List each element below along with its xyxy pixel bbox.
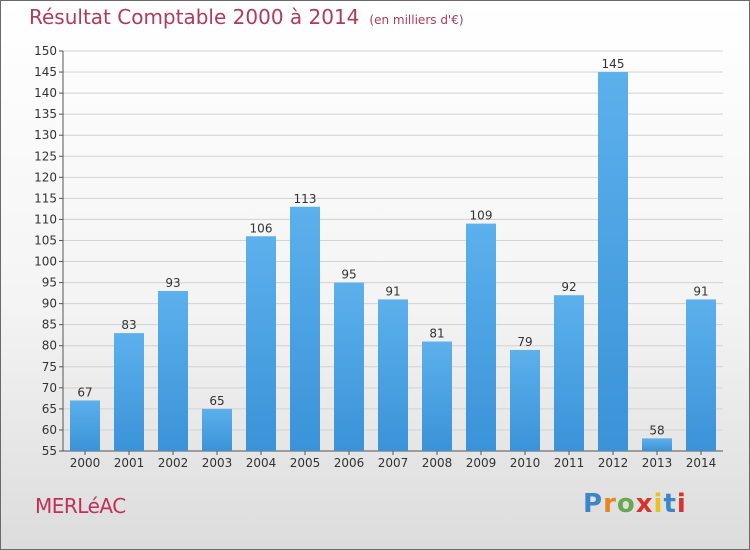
- x-tick-label: 2007: [378, 456, 409, 470]
- bar-value-label: 113: [294, 192, 317, 206]
- chart-subtitle: (en milliers d'€): [369, 13, 464, 27]
- y-tick-label: 150: [34, 44, 57, 58]
- y-tick-label: 105: [34, 233, 57, 247]
- bar-value-label: 65: [209, 394, 224, 408]
- bar: [114, 333, 144, 451]
- logo-letter: P: [583, 489, 604, 519]
- x-tick-label: 2004: [246, 456, 277, 470]
- bar-value-label: 93: [165, 276, 180, 290]
- bar: [202, 408, 232, 451]
- x-tick-label: 2011: [554, 456, 585, 470]
- bar-value-label: 79: [517, 335, 532, 349]
- y-tick-label: 65: [42, 402, 57, 416]
- bar: [334, 282, 364, 451]
- y-tick-label: 60: [42, 423, 57, 437]
- logo-letter: i: [676, 489, 687, 519]
- x-tick-label: 2013: [642, 456, 673, 470]
- x-tick-label: 2003: [202, 456, 233, 470]
- bar: [686, 299, 716, 451]
- y-tick-label: 75: [42, 360, 57, 374]
- y-tick-label: 55: [42, 444, 57, 458]
- x-tick-label: 2008: [422, 456, 453, 470]
- bar: [642, 438, 672, 451]
- y-tick-label: 125: [34, 149, 57, 163]
- x-tick-label: 2014: [686, 456, 717, 470]
- bar: [510, 349, 540, 451]
- bar-value-label: 95: [341, 268, 356, 282]
- x-tick-label: 2000: [70, 456, 101, 470]
- x-tick-label: 2006: [334, 456, 365, 470]
- logo-letter: t: [663, 489, 677, 519]
- bar-value-label: 91: [385, 284, 400, 298]
- bar-value-label: 83: [121, 318, 136, 332]
- bar-value-label: 91: [693, 284, 708, 298]
- x-tick-label: 2001: [114, 456, 145, 470]
- bar-value-label: 67: [77, 385, 92, 399]
- bar-value-label: 58: [649, 423, 664, 437]
- y-tick-label: 100: [34, 255, 57, 269]
- y-tick-label: 135: [34, 107, 57, 121]
- logo-letter: x: [635, 489, 654, 519]
- y-tick-label: 85: [42, 318, 57, 332]
- y-tick-label: 80: [42, 339, 57, 353]
- bar-value-label: 145: [602, 57, 625, 71]
- bar: [246, 236, 276, 451]
- logo-letter: i: [653, 489, 664, 519]
- x-tick-label: 2005: [290, 456, 321, 470]
- y-tick-label: 140: [34, 86, 57, 100]
- y-tick-label: 110: [34, 212, 57, 226]
- bar: [70, 400, 100, 451]
- y-tick-label: 70: [42, 381, 57, 395]
- x-tick-label: 2009: [466, 456, 497, 470]
- bar: [554, 295, 584, 451]
- proxiti-logo: Proxiti: [583, 489, 687, 519]
- x-tick-label: 2002: [158, 456, 189, 470]
- y-tick-label: 95: [42, 276, 57, 290]
- chart-title: Résultat Comptable 2000 à 2014 (en millie…: [29, 5, 464, 29]
- bar-value-label: 92: [561, 280, 576, 294]
- bar: [598, 72, 628, 451]
- y-tick-label: 115: [34, 191, 57, 205]
- logo-letter: o: [616, 489, 636, 519]
- place-name: MERLéAC: [35, 494, 126, 518]
- bar: [466, 223, 496, 451]
- logo-letter: r: [603, 489, 617, 519]
- y-tick-label: 90: [42, 297, 57, 311]
- x-tick-label: 2012: [598, 456, 629, 470]
- bar: [422, 341, 452, 451]
- x-tick-label: 2010: [510, 456, 541, 470]
- y-tick-label: 120: [34, 170, 57, 184]
- bar-value-label: 81: [429, 327, 444, 341]
- bar-value-label: 106: [250, 221, 273, 235]
- y-tick-label: 145: [34, 65, 57, 79]
- y-tick-label: 130: [34, 128, 57, 142]
- bar: [158, 291, 188, 451]
- bar: [290, 206, 320, 451]
- bar: [378, 299, 408, 451]
- bar-value-label: 109: [470, 209, 493, 223]
- chart-title-text: Résultat Comptable 2000 à 2014: [29, 5, 360, 29]
